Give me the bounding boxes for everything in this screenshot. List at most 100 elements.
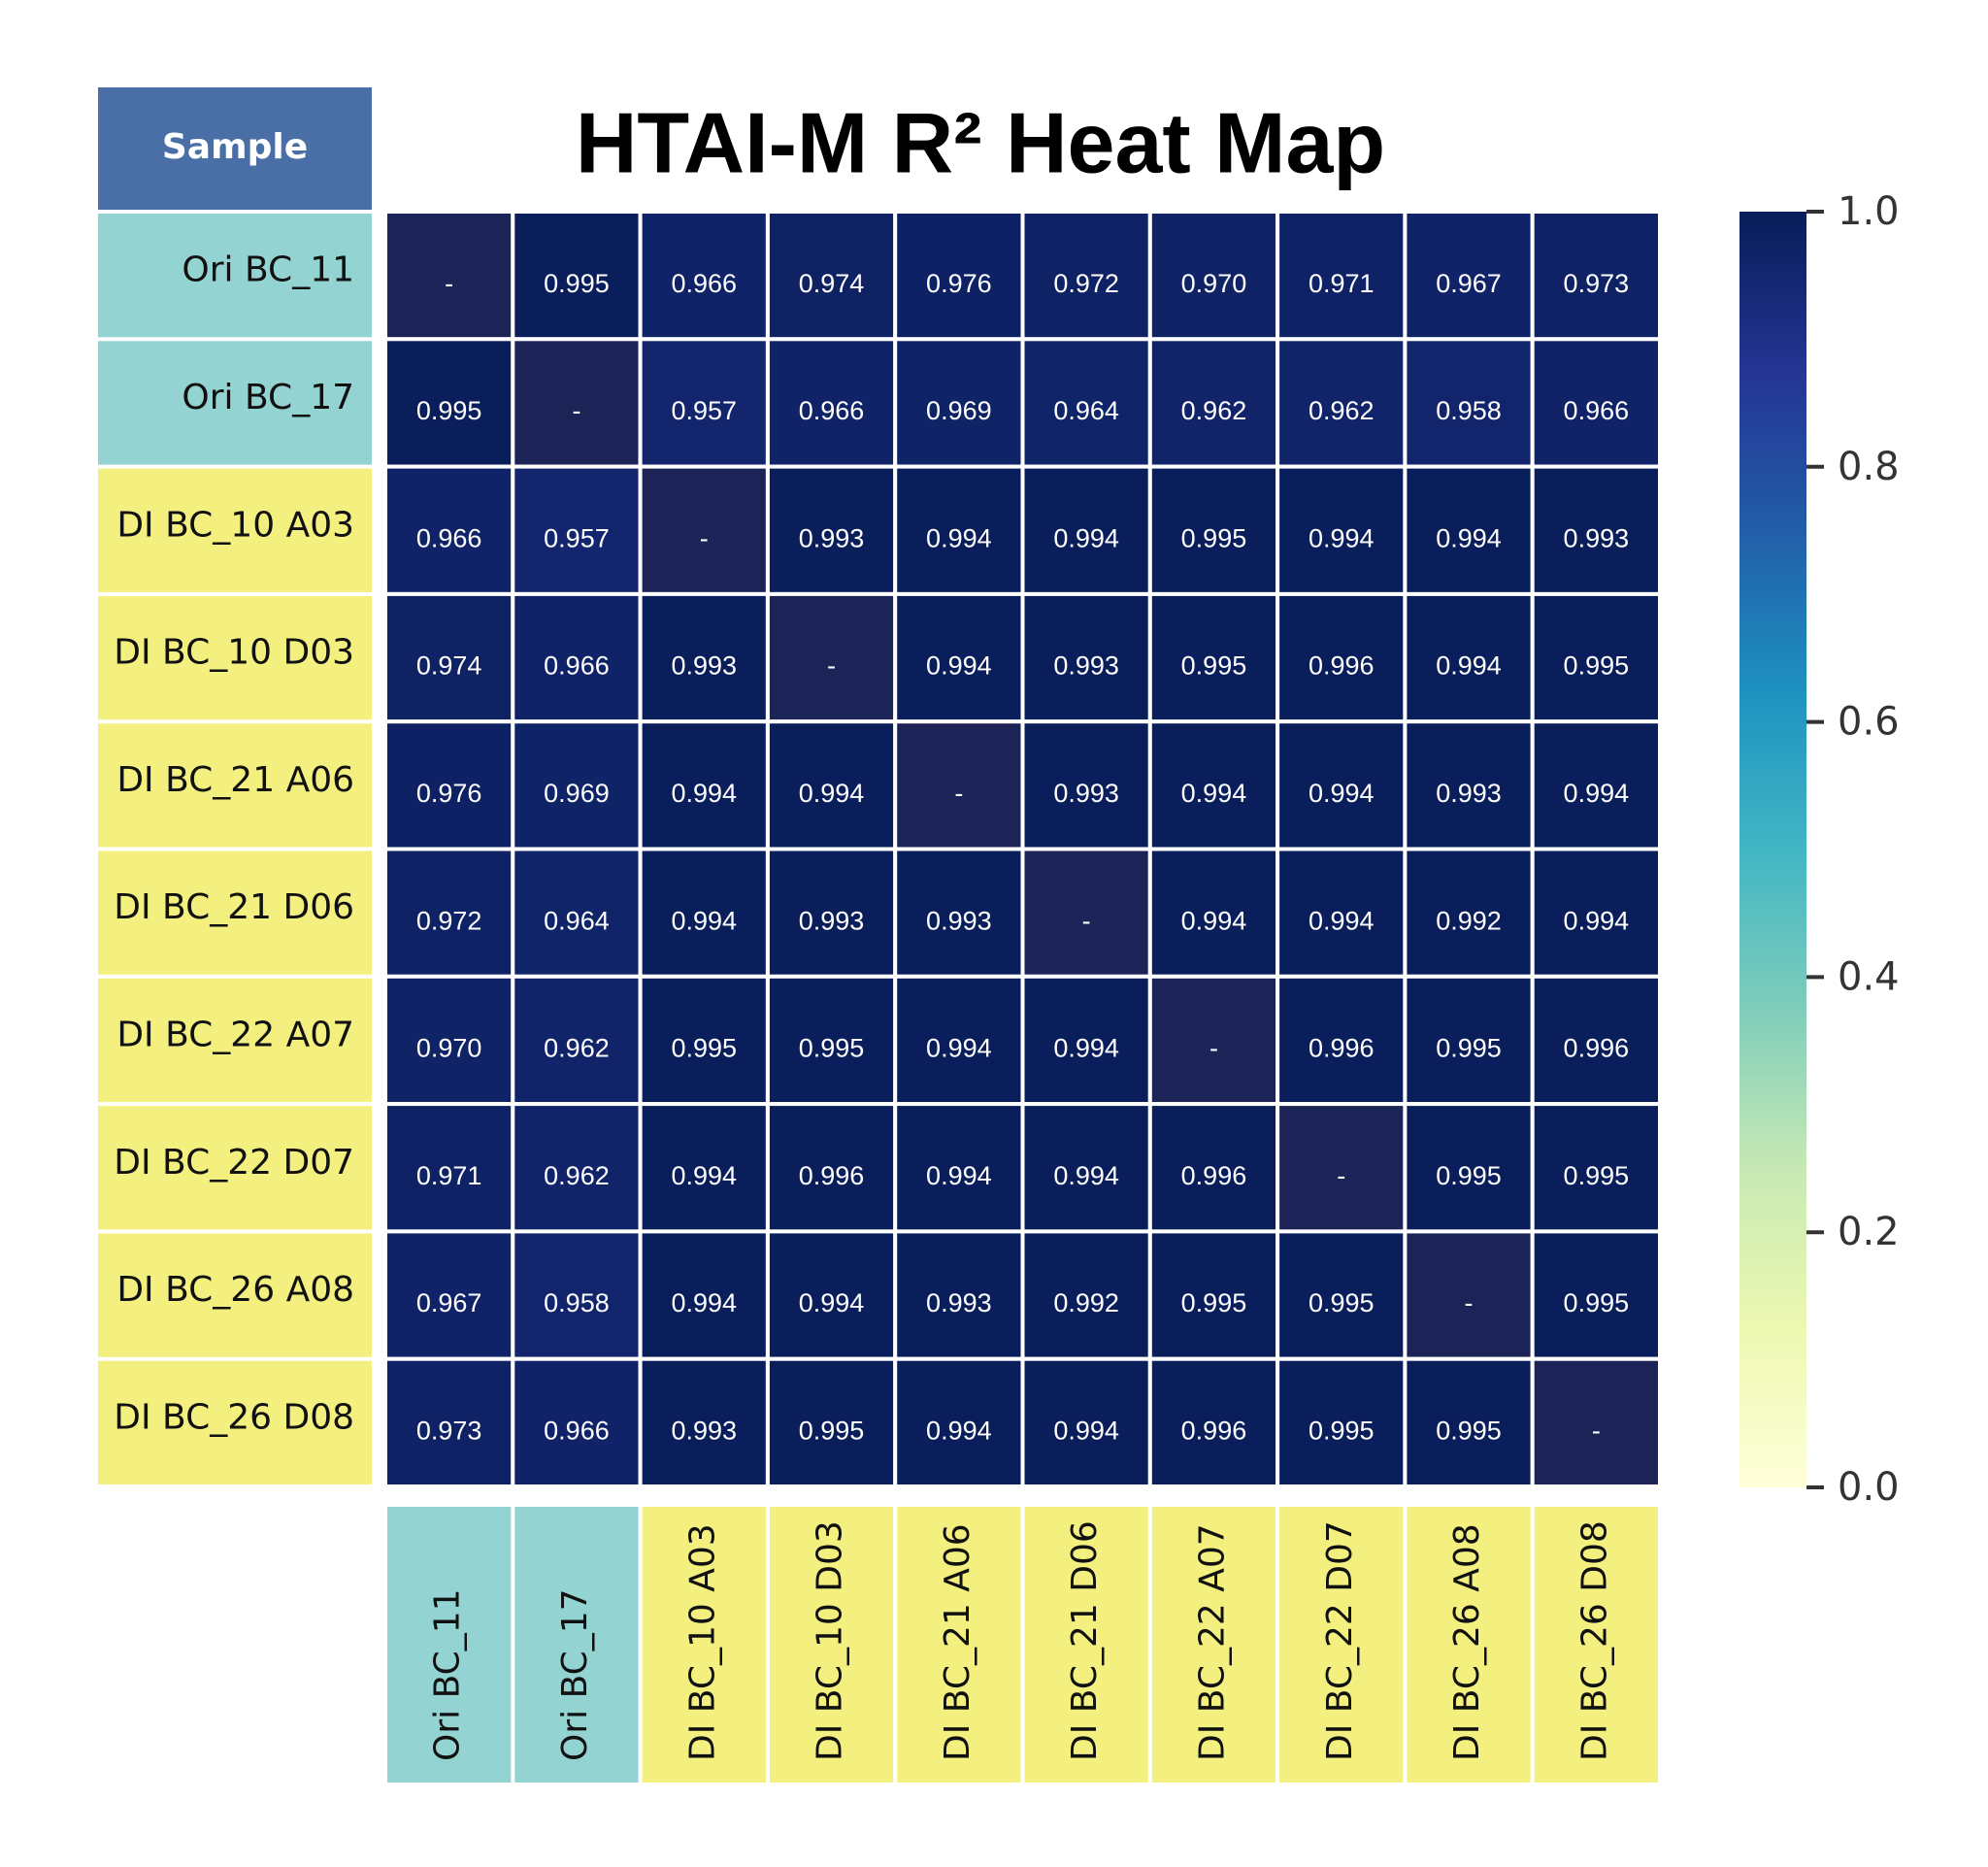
row-label-box — [98, 468, 372, 592]
cell-value-label: 0.994 — [1181, 906, 1247, 935]
row-label: DI BC_22 D07 — [114, 1143, 354, 1183]
cell-value-label: 0.976 — [416, 779, 482, 808]
row-label-box — [98, 850, 372, 975]
column-label-box — [387, 1507, 512, 1783]
heatmap-cell — [511, 847, 643, 979]
column-label-box — [769, 1507, 894, 1783]
colorbar — [1740, 212, 1806, 1487]
cell-value-label: 0.974 — [799, 269, 865, 298]
heatmap-cell — [893, 1356, 1025, 1488]
cell-value-label: 0.966 — [1564, 396, 1630, 425]
cell-value-label: 0.994 — [1309, 779, 1375, 808]
heatmap-cell — [1276, 974, 1408, 1107]
heatmap-cell — [1276, 210, 1408, 342]
cell-value-label: 0.973 — [416, 1416, 482, 1445]
column-label: DI BC_10 D03 — [811, 1520, 850, 1761]
cell-value-label: 0.995 — [671, 1034, 737, 1063]
cell-value-label: 0.994 — [1053, 523, 1119, 552]
cell-value-label: 0.972 — [1053, 269, 1119, 298]
cell-value-label: - — [1592, 1416, 1601, 1445]
cell-value-label: 0.962 — [544, 1034, 610, 1063]
heatmap-cell — [511, 1229, 643, 1361]
cell-value-label: 0.993 — [1053, 651, 1119, 681]
cell-value-label: 0.969 — [544, 779, 610, 808]
cell-value-label: 0.994 — [1309, 906, 1375, 935]
column-label-box — [1279, 1507, 1404, 1783]
heatmap-cell — [638, 1102, 770, 1234]
cell-value-label: 0.962 — [1309, 396, 1375, 425]
cell-value-label: 0.966 — [671, 269, 737, 298]
cell-value-label: - — [1465, 1288, 1474, 1317]
heatmap-cell — [1020, 847, 1152, 979]
heatmap-cell — [1403, 591, 1535, 724]
cell-value-label: 0.995 — [1309, 1288, 1375, 1317]
column-label: DI BC_22 A07 — [1192, 1523, 1232, 1761]
heatmap-cell — [638, 591, 770, 724]
cell-value-label: 0.996 — [799, 1161, 865, 1190]
row-label-box — [98, 1360, 372, 1484]
heatmap-cell — [1147, 591, 1280, 724]
cell-value-label: 0.995 — [1181, 651, 1247, 681]
heatmap-cell — [638, 719, 770, 851]
heatmap-cell — [383, 337, 515, 469]
corner-header-box — [98, 87, 372, 210]
column-label-box — [642, 1507, 766, 1783]
cell-value-label: 0.994 — [1181, 779, 1247, 808]
cell-value-label: 0.967 — [1436, 269, 1502, 298]
heatmap-cell — [1020, 591, 1152, 724]
cell-value-label: 0.966 — [544, 1416, 610, 1445]
cell-value-label: 0.995 — [799, 1034, 865, 1063]
column-label: DI BC_26 D08 — [1574, 1520, 1614, 1761]
heatmap-cell — [893, 1102, 1025, 1234]
cell-value-label: 0.970 — [416, 1034, 482, 1063]
heatmap-cell — [383, 1356, 515, 1488]
cell-value-label: 0.973 — [1564, 269, 1630, 298]
cell-value-label: - — [827, 651, 836, 681]
cell-value-label: 0.962 — [544, 1161, 610, 1190]
heatmap-cell — [383, 974, 515, 1107]
row-label: DI BC_10 A03 — [116, 505, 354, 545]
row-label-box — [98, 723, 372, 848]
cell-value-label: 0.994 — [1436, 651, 1502, 681]
cell-value-label: 0.969 — [926, 396, 992, 425]
cell-value-label: 0.995 — [1564, 651, 1630, 681]
row-label: DI BC_10 D03 — [114, 633, 354, 673]
heatmap-cell — [1020, 1356, 1152, 1488]
row-label-box — [98, 595, 372, 720]
heatmap-cell — [1403, 1356, 1535, 1488]
heatmap-cells: - 0.995 0.966 0.974 0.976 0.972 0.970 0.971 0.96… — [383, 210, 1662, 1488]
row-label-box — [98, 1106, 372, 1230]
cell-value-label: 0.996 — [1564, 1034, 1630, 1063]
cell-value-label: 0.976 — [926, 269, 992, 298]
cell-value-label: 0.993 — [671, 651, 737, 681]
cell-value-label: 0.995 — [1181, 1288, 1247, 1317]
cell-value-label: - — [445, 269, 453, 298]
cell-value-label: 0.994 — [1436, 523, 1502, 552]
cell-value-label: 0.967 — [416, 1288, 482, 1317]
heatmap-cell — [1403, 719, 1535, 851]
cell-value-label: 0.994 — [671, 906, 737, 935]
cell-value-label: 0.993 — [926, 906, 992, 935]
heatmap-cell — [1530, 591, 1662, 724]
colorbar-tick-label: 0.2 — [1838, 1210, 1900, 1254]
cell-value-label: 0.994 — [671, 1161, 737, 1190]
heatmap-cell — [893, 210, 1025, 342]
cell-value-label: - — [1209, 1034, 1218, 1063]
heatmap-cell — [1530, 719, 1662, 851]
cell-value-label: 0.992 — [1053, 1288, 1119, 1317]
column-label: DI BC_26 A08 — [1447, 1523, 1487, 1761]
cell-value-label: 0.995 — [1181, 523, 1247, 552]
cell-value-label: 0.995 — [416, 396, 482, 425]
colorbar-tick-label: 0.0 — [1838, 1465, 1900, 1510]
heatmap-cell — [511, 464, 643, 596]
heatmap-cell — [1020, 719, 1152, 851]
cell-value-label: 0.994 — [671, 1288, 737, 1317]
heatmap-cell — [1147, 1102, 1280, 1234]
cell-value-label: 0.994 — [671, 779, 737, 808]
cell-value-label: 0.995 — [1309, 1416, 1375, 1445]
cell-value-label: 0.994 — [1564, 906, 1630, 935]
cell-value-label: 0.972 — [416, 906, 482, 935]
heatmap-cell — [1276, 1102, 1408, 1234]
cell-value-label: 0.995 — [1564, 1288, 1630, 1317]
